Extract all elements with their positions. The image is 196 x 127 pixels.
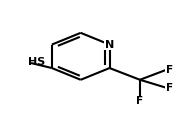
Text: F: F bbox=[166, 65, 173, 75]
Text: N: N bbox=[105, 40, 114, 50]
Text: HS: HS bbox=[27, 57, 45, 67]
Text: F: F bbox=[136, 96, 143, 106]
Text: F: F bbox=[166, 83, 173, 93]
